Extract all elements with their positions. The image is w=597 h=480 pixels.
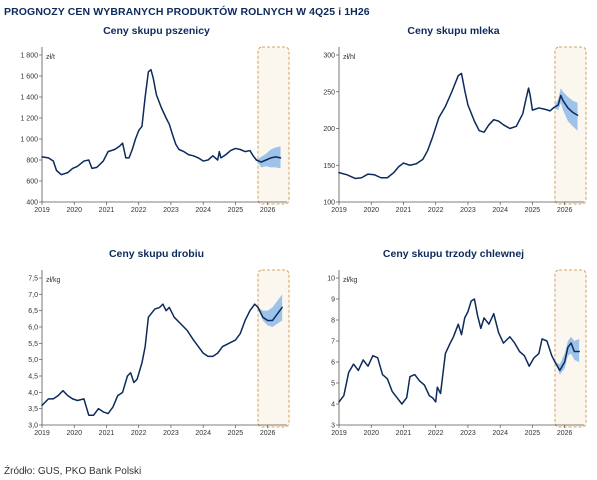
y-tick-label: 600 (26, 179, 38, 186)
y-tick-label: 1 600 (20, 74, 38, 81)
x-tick-label: 2019 (331, 430, 347, 437)
x-tick-label: 2021 (99, 207, 115, 214)
y-tick-label: 9 (331, 297, 335, 304)
x-tick-label: 2020 (66, 430, 82, 437)
x-tick-label: 2025 (525, 207, 541, 214)
unit-label: zł/kg (343, 277, 358, 284)
chart-title: Ceny skupu trzody chlewnej (383, 248, 524, 260)
unit-label: zł/t (46, 54, 55, 61)
x-tick-label: 2022 (131, 430, 147, 437)
history-line (338, 72, 555, 180)
x-tick-label: 2020 (363, 430, 379, 437)
y-tick-label: 10 (327, 276, 335, 283)
x-tick-label: 2026 (557, 207, 573, 214)
x-tick-label: 2021 (396, 430, 412, 437)
forecast-band (554, 336, 580, 375)
y-tick-label: 100 (323, 200, 335, 207)
y-tick-label: 3,0 (28, 423, 38, 430)
pig-price-chart: Ceny skupu trzody chlewnej 3 4 5 6 7 8 9 10 2019 2… (327, 248, 587, 437)
y-tick-label: 300 (323, 53, 335, 60)
y-tick-label: 4,5 (28, 374, 38, 381)
unit-label: zł/hl (343, 54, 356, 61)
milk-price-chart: Ceny skupu mleka 100 150 200 250 300 2019 2020 2… (323, 25, 587, 214)
x-tick-label: 2019 (34, 207, 50, 214)
forecast-highlight-box (257, 269, 290, 428)
forecast-line (552, 94, 579, 117)
chart-title: Ceny skupu pszenicy (103, 25, 210, 37)
y-tick-label: 5,0 (28, 357, 38, 364)
x-tick-label: 2021 (99, 430, 115, 437)
forecast-band (256, 146, 281, 169)
y-tick-label: 4,0 (28, 390, 38, 397)
y-tick-label: 6 (331, 360, 335, 367)
y-tick-label: 6,5 (28, 308, 38, 315)
y-tick-label: 7 (331, 339, 335, 346)
y-tick-label: 7,5 (28, 276, 38, 283)
x-tick-label: 2022 (131, 207, 147, 214)
y-tick-label: 7,0 (28, 292, 38, 299)
x-tick-label: 2023 (460, 430, 476, 437)
x-tick-label: 2026 (260, 207, 276, 214)
forecast-line (554, 342, 580, 372)
chart-title: Ceny skupu drobiu (109, 248, 204, 260)
x-tick-label: 2024 (195, 207, 211, 214)
y-tick-label: 800 (26, 158, 38, 165)
wheat-price-chart: Ceny skupu pszenicy 400 600 800 1 000 1 200 1 … (20, 25, 290, 214)
chart-title: Ceny skupu mleka (407, 25, 499, 37)
y-tick-label: 1 400 (20, 95, 38, 102)
y-tick-label: 1 800 (20, 53, 38, 60)
forecast-line (257, 306, 283, 322)
y-tick-label: 3,5 (28, 406, 38, 413)
y-tick-label: 250 (323, 89, 335, 96)
x-tick-label: 2019 (331, 207, 347, 214)
unit-label: zł/kg (46, 277, 61, 284)
forecast-highlight-box (554, 46, 587, 205)
y-tick-label: 150 (323, 163, 335, 170)
y-tick-label: 5 (331, 381, 335, 388)
y-tick-label: 6,0 (28, 325, 38, 332)
forecast-line (255, 156, 282, 163)
y-tick-label: 200 (323, 126, 335, 133)
x-tick-label: 2020 (66, 207, 82, 214)
history-line (41, 68, 258, 176)
x-tick-label: 2023 (163, 207, 179, 214)
x-tick-label: 2025 (228, 207, 244, 214)
x-tick-label: 2023 (460, 207, 476, 214)
y-tick-label: 1 200 (20, 116, 38, 123)
poultry-price-chart: Ceny skupu drobiu 3,0 3,5 4,0 4,5 5,0 5,5 6,0 6,… (28, 248, 290, 437)
x-tick-label: 2025 (525, 430, 541, 437)
x-tick-label: 2022 (428, 207, 444, 214)
x-tick-label: 2022 (428, 430, 444, 437)
source-note: Źródło: GUS, PKO Bank Polski (4, 466, 142, 477)
x-tick-label: 2026 (557, 430, 573, 437)
y-tick-label: 5,5 (28, 341, 38, 348)
x-tick-label: 2021 (396, 207, 412, 214)
y-tick-label: 4 (331, 402, 335, 409)
x-tick-label: 2024 (492, 207, 508, 214)
forecast-highlight-box (257, 46, 290, 205)
x-tick-label: 2023 (163, 430, 179, 437)
x-tick-label: 2025 (228, 430, 244, 437)
y-tick-label: 8 (331, 318, 335, 325)
page-title: PROGNOZY CEN WYBRANYCH PRODUKTÓW ROLNYCH… (4, 6, 370, 18)
y-tick-label: 400 (26, 200, 38, 207)
history-line (41, 303, 259, 416)
y-tick-label: 1 000 (20, 137, 38, 144)
x-tick-label: 2020 (363, 207, 379, 214)
history-line (338, 298, 556, 405)
x-tick-label: 2024 (492, 430, 508, 437)
x-tick-label: 2019 (34, 430, 50, 437)
x-tick-label: 2024 (195, 430, 211, 437)
y-tick-label: 3 (331, 423, 335, 430)
x-tick-label: 2026 (260, 430, 276, 437)
